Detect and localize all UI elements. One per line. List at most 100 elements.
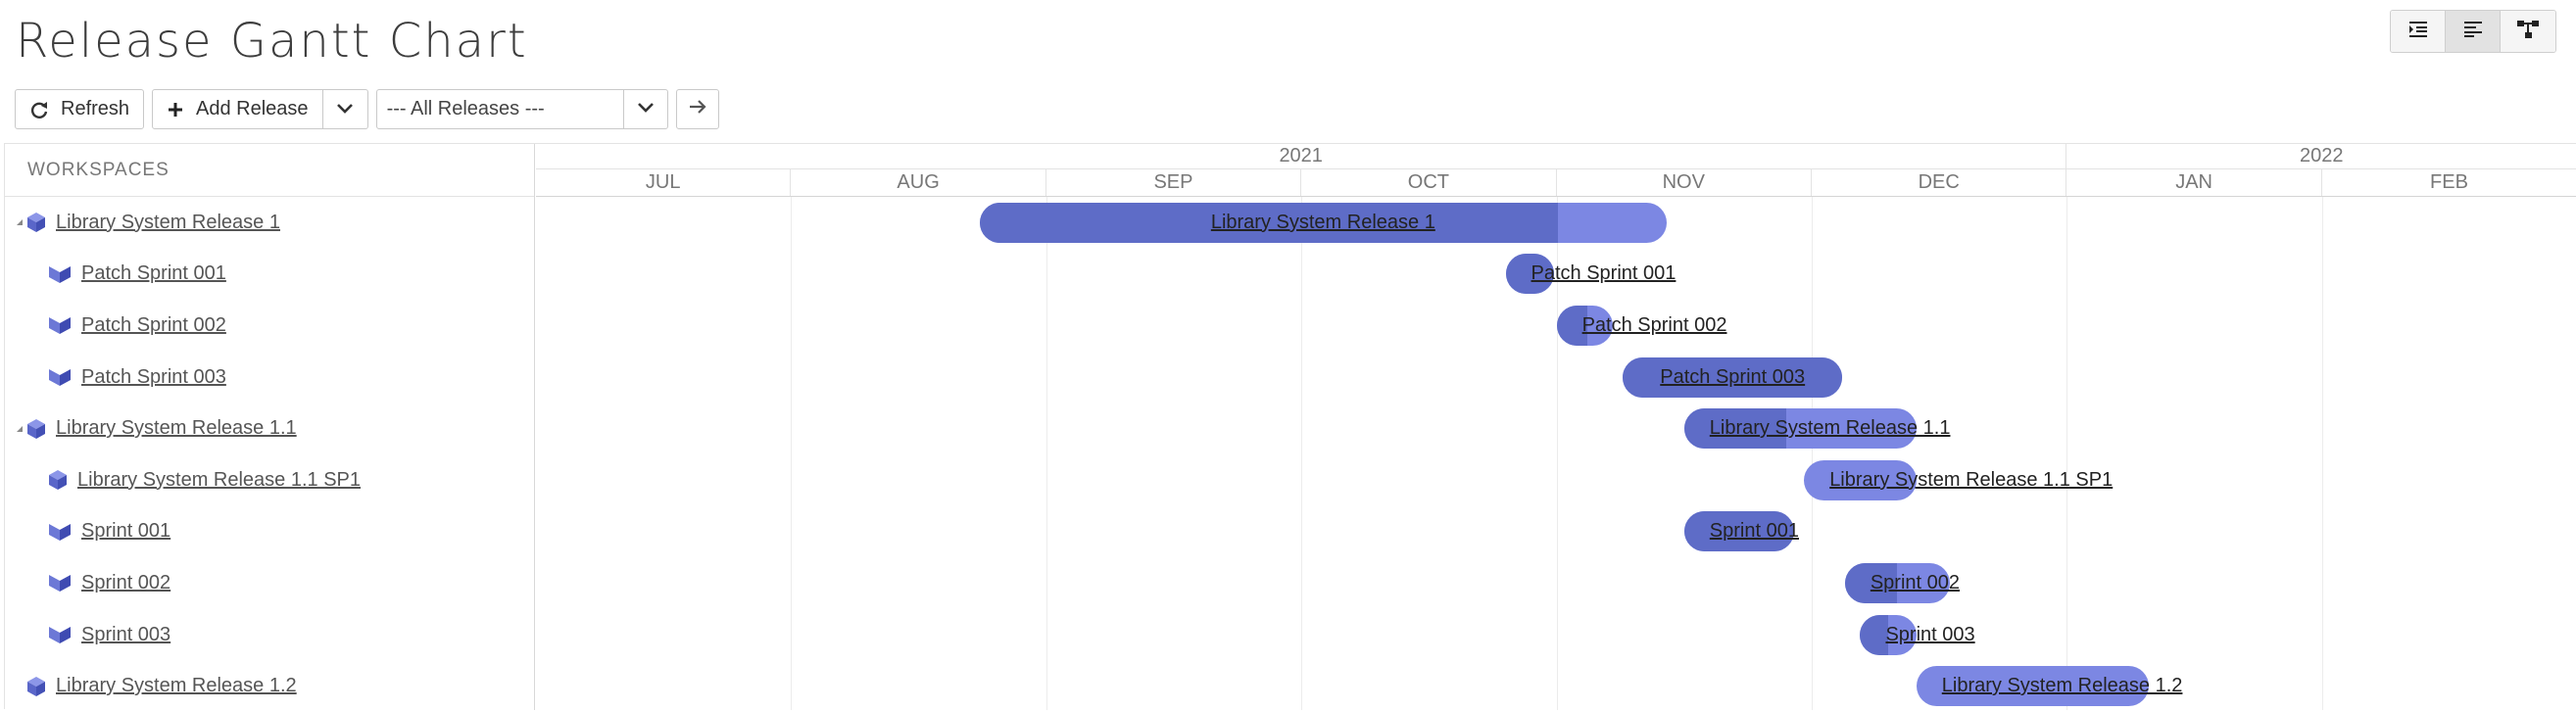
tree-row: Patch Sprint 002: [5, 300, 535, 352]
refresh-icon: [29, 100, 49, 119]
tree-row: Sprint 002: [5, 557, 535, 609]
release-filter-dropdown[interactable]: [624, 90, 667, 128]
tree-row: Library System Release 1.2: [5, 660, 535, 712]
view-switch: [2390, 10, 2556, 53]
gantt-bar[interactable]: [1844, 563, 1950, 603]
gantt-bar[interactable]: [1505, 254, 1554, 295]
release-icon: [26, 212, 46, 233]
tree-row-link[interactable]: Sprint 002: [81, 571, 171, 593]
year-label: 2021: [536, 144, 2067, 168]
month-gridline: [2321, 197, 2323, 710]
release-icon: [26, 418, 46, 440]
gantt-view-button[interactable]: [2446, 11, 2501, 52]
refresh-button[interactable]: Refresh: [15, 89, 145, 129]
gantt-bar-label[interactable]: Sprint 002: [1870, 572, 1961, 593]
tree-row-link[interactable]: Sprint 003: [81, 623, 171, 645]
gantt-bar[interactable]: [1916, 666, 2149, 707]
tree-row: Library System Release 1.1 SP1: [5, 454, 535, 506]
gantt-bar-progress: [1844, 563, 1898, 603]
gantt-bar-progress: [1683, 408, 1787, 450]
tree-row-link[interactable]: Sprint 001: [81, 520, 171, 543]
release-icon: [26, 676, 46, 697]
tree-row-link[interactable]: Library System Release 1.1 SP1: [77, 468, 362, 491]
hierarchy-view-icon: [2516, 20, 2540, 44]
month-label: JAN: [2066, 169, 2322, 196]
gantt-bar-label[interactable]: Sprint 001: [1709, 520, 1799, 543]
gantt-bar[interactable]: [1860, 614, 1917, 655]
month-label: OCT: [1301, 169, 1557, 196]
workspaces-header: WORKSPACES: [5, 144, 534, 197]
collapse-toggle[interactable]: [5, 219, 26, 226]
gantt-bar-progress: [1623, 356, 1843, 398]
gantt-bar[interactable]: [980, 202, 1667, 243]
gantt-bar[interactable]: [1683, 408, 1917, 450]
chevron-down-icon: [336, 98, 354, 120]
gantt-bar-progress: [1860, 614, 1889, 655]
hierarchy-view-button[interactable]: [2501, 11, 2555, 52]
tree-row: Sprint 003: [5, 609, 535, 661]
gantt-bar-label[interactable]: Patch Sprint 002: [1581, 314, 1727, 336]
month-label: DEC: [1812, 169, 2067, 196]
month-gridline: [1045, 197, 1047, 710]
tree-row-link[interactable]: Patch Sprint 002: [81, 313, 226, 336]
gantt-bar[interactable]: [1623, 356, 1843, 398]
tree-row-link[interactable]: Library System Release 1.1: [56, 417, 297, 440]
gantt-bar-label[interactable]: Library System Release 1.2: [1941, 675, 2183, 697]
gantt-bar-label[interactable]: Library System Release 1.1: [1709, 417, 1951, 440]
sprint-icon: [48, 264, 72, 284]
page-title: Release Gantt Chart: [16, 14, 528, 69]
gantt-bar-label[interactable]: Library System Release 1: [1210, 211, 1435, 233]
collapse-triangle-icon: [17, 425, 23, 432]
sprint-icon: [48, 315, 72, 335]
release-filter-select[interactable]: --- All Releases ---: [375, 89, 668, 129]
go-button[interactable]: [675, 89, 719, 129]
tree-row-link[interactable]: Library System Release 1.2: [56, 675, 297, 697]
gantt-bar[interactable]: [1804, 459, 1917, 500]
indent-view-button[interactable]: [2391, 11, 2446, 52]
workspace-tree: WORKSPACES Library System Release 1 Patch…: [5, 144, 535, 710]
tree-row-link[interactable]: Patch Sprint 001: [81, 262, 226, 285]
gantt-view-icon: [2462, 21, 2484, 43]
month-gridline: [1301, 197, 1303, 710]
gantt-bar-label[interactable]: Patch Sprint 001: [1531, 262, 1677, 285]
gantt-bar-progress: [1683, 511, 1794, 552]
release-filter-value: --- All Releases ---: [377, 90, 624, 128]
indent-view-icon: [2407, 21, 2429, 43]
month-label: FEB: [2322, 169, 2576, 196]
gantt-bar-label[interactable]: Patch Sprint 003: [1660, 365, 1806, 388]
sprint-icon: [48, 367, 72, 387]
gantt-bar-label[interactable]: Sprint 003: [1885, 623, 1975, 645]
tree-row: Patch Sprint 003: [5, 352, 535, 403]
gantt-bar[interactable]: [1683, 511, 1794, 552]
gantt-bar[interactable]: [1556, 306, 1613, 346]
month-gridline: [1812, 197, 1813, 710]
tree-row-link[interactable]: Library System Release 1: [56, 211, 280, 233]
sprint-icon: [48, 573, 72, 593]
tree-row: Sprint 001: [5, 506, 535, 558]
tree-row: Patch Sprint 001: [5, 249, 535, 301]
add-release-group: Add Release: [152, 89, 368, 129]
month-scale: JUL AUG SEP OCT NOV DEC JAN FEB: [536, 169, 2576, 197]
month-label: SEP: [1046, 169, 1302, 196]
collapse-triangle-icon: [17, 219, 23, 226]
tree-row: Library System Release 1: [5, 197, 535, 249]
plus-icon: [167, 101, 184, 119]
tree-row-link[interactable]: Patch Sprint 003: [81, 365, 226, 388]
toolbar: Refresh Add Release --- All Releases ---: [15, 89, 719, 129]
month-label: JUL: [536, 169, 792, 196]
add-release-button[interactable]: Add Release: [152, 89, 323, 129]
refresh-label: Refresh: [61, 98, 130, 119]
add-release-dropdown[interactable]: [322, 89, 368, 129]
year-label: 2022: [2066, 144, 2576, 168]
arrow-right-icon: [688, 98, 707, 120]
sprint-icon: [48, 625, 72, 644]
collapse-toggle[interactable]: [5, 425, 26, 432]
gantt-bar-progress: [1505, 254, 1554, 295]
gantt-bar-label[interactable]: Library System Release 1.1 SP1: [1829, 468, 2114, 491]
gantt-bar-progress: [1556, 306, 1588, 346]
chevron-down-icon: [637, 101, 655, 119]
month-gridline: [791, 197, 793, 710]
year-scale: 2021 2022: [536, 144, 2576, 169]
month-gridline: [2066, 197, 2068, 710]
release-icon: [48, 469, 68, 491]
